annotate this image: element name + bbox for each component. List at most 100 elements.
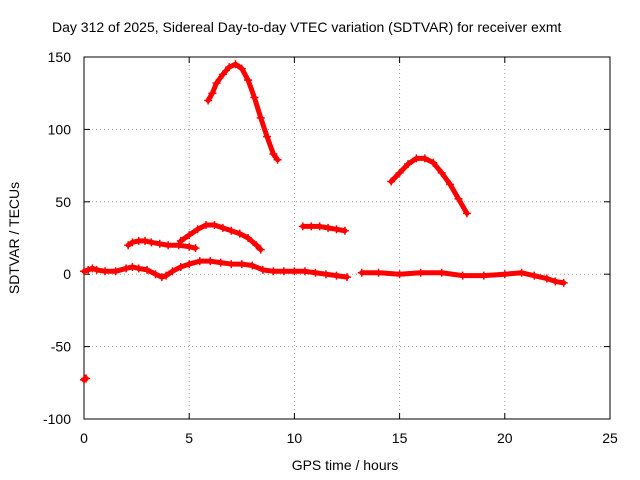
data-point xyxy=(437,168,446,177)
data-point xyxy=(530,271,539,280)
data-point xyxy=(128,262,137,271)
data-point xyxy=(256,245,265,254)
data-point xyxy=(340,226,349,235)
y-tick-label: 50 xyxy=(55,194,71,210)
series-arc-5 xyxy=(204,60,282,164)
data-point xyxy=(300,267,309,276)
data-point xyxy=(420,154,429,163)
data-point xyxy=(157,273,166,282)
plot-frame xyxy=(83,56,611,420)
data-point xyxy=(191,244,200,253)
data-marks xyxy=(80,60,568,384)
series-arc-6 xyxy=(298,222,349,235)
data-point xyxy=(92,265,101,274)
x-tick-label: 5 xyxy=(185,430,193,446)
y-tick-label: 150 xyxy=(48,49,72,65)
y-tick-label: -50 xyxy=(51,339,71,355)
data-point xyxy=(208,89,217,98)
data-point xyxy=(332,271,341,280)
data-point xyxy=(273,155,282,164)
data-point xyxy=(231,60,240,69)
data-point xyxy=(168,267,177,276)
data-point xyxy=(88,264,97,273)
data-point xyxy=(185,260,194,269)
x-tick-label: 25 xyxy=(602,430,618,446)
data-point xyxy=(517,268,526,277)
data-point xyxy=(256,113,265,122)
data-point xyxy=(324,223,333,232)
data-point xyxy=(227,226,236,235)
data-point xyxy=(128,238,137,247)
data-point xyxy=(225,63,234,72)
x-tick-label: 10 xyxy=(287,430,303,446)
data-point xyxy=(227,260,236,269)
x-tick-label: 0 xyxy=(80,430,88,446)
data-point xyxy=(111,267,120,276)
axis-ticks: 0 5 10 15 20 25 -100 -50 0 50 100 150 xyxy=(43,49,618,446)
x-tick-label: 15 xyxy=(392,430,408,446)
data-point xyxy=(374,268,383,277)
y-tick-label: 0 xyxy=(63,266,71,282)
data-point xyxy=(185,231,194,240)
data-point xyxy=(193,225,202,234)
data-point xyxy=(248,261,257,270)
data-point xyxy=(279,267,288,276)
data-point xyxy=(446,180,455,189)
data-point xyxy=(210,220,219,229)
data-point xyxy=(244,76,253,85)
data-point xyxy=(237,64,246,73)
data-point xyxy=(101,267,110,276)
data-point xyxy=(206,257,215,266)
y-axis-label: SDTVAR / TECUs xyxy=(6,182,22,294)
data-point xyxy=(269,267,278,276)
data-point xyxy=(204,96,213,105)
data-point xyxy=(395,168,404,177)
data-point xyxy=(147,238,156,247)
data-point xyxy=(155,239,164,248)
data-point xyxy=(124,241,133,250)
data-point xyxy=(244,234,253,242)
data-point xyxy=(176,262,185,271)
data-point xyxy=(404,160,413,169)
data-point xyxy=(143,265,152,274)
data-point xyxy=(151,270,160,279)
data-point xyxy=(311,268,320,277)
series-trace xyxy=(205,61,281,163)
data-point xyxy=(290,267,299,276)
data-point xyxy=(164,241,173,250)
data-point xyxy=(237,260,246,269)
data-point xyxy=(416,268,425,277)
data-point xyxy=(458,271,467,280)
data-point xyxy=(195,257,204,266)
data-point xyxy=(315,222,324,231)
data-point xyxy=(250,93,259,102)
data-point xyxy=(174,241,183,250)
series-trace xyxy=(388,155,470,216)
series-arc-4 xyxy=(176,220,265,254)
data-point xyxy=(263,132,272,141)
data-point xyxy=(298,222,307,231)
data-point xyxy=(176,236,185,245)
data-point xyxy=(542,274,551,283)
data-point xyxy=(134,264,143,273)
data-point xyxy=(185,242,194,251)
data-point xyxy=(212,79,221,88)
data-point xyxy=(218,223,227,232)
data-point xyxy=(269,150,278,159)
data-point xyxy=(462,209,471,218)
data-point xyxy=(321,270,330,279)
data-point xyxy=(500,270,509,279)
x-tick-label: 20 xyxy=(497,430,513,446)
y-tick-label: 100 xyxy=(48,121,72,137)
chart-title: Day 312 of 2025, Sidereal Day-to-day VTE… xyxy=(52,19,561,35)
data-point xyxy=(252,241,261,250)
data-point xyxy=(343,273,351,282)
data-point xyxy=(80,267,88,276)
data-point xyxy=(162,271,171,280)
data-point xyxy=(332,225,341,234)
data-point xyxy=(387,177,396,186)
data-point xyxy=(202,220,211,229)
data-point xyxy=(84,265,93,274)
data-point xyxy=(479,271,488,280)
